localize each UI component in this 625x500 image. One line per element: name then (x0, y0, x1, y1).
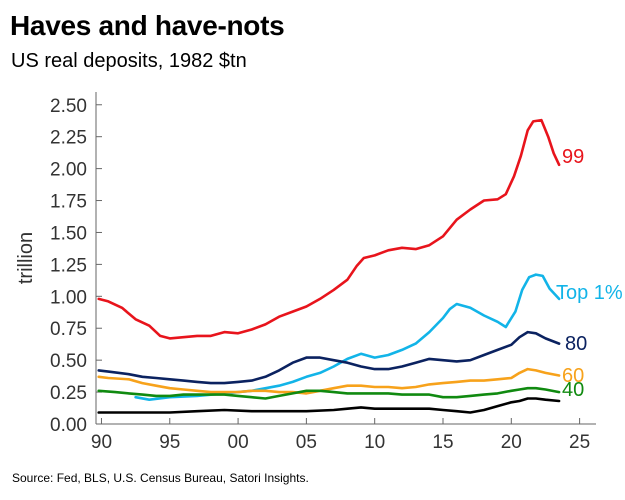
y-tick-label: 0.75 (50, 319, 87, 340)
chart-title: Haves and have-nots (10, 10, 285, 41)
y-tick-label: 0.50 (50, 351, 87, 372)
series-line-80 (97, 330, 561, 385)
x-tick-label: 95 (159, 432, 180, 453)
series-line-bottom-20 (97, 397, 561, 414)
series-line-40 (97, 386, 561, 400)
series-lines (97, 118, 561, 414)
series-line-99 (97, 118, 561, 340)
chart-subtitle: US real deposits, 1982 $tn (11, 50, 247, 72)
x-tick-label: 90 (91, 432, 112, 453)
y-tick-label: 1.75 (50, 192, 87, 213)
series-label-top-1: Top 1% (556, 282, 623, 304)
y-tick-label: 0.00 (50, 415, 87, 436)
y-tick-label: 2.50 (50, 96, 87, 117)
y-axis-label: trillion (15, 232, 37, 284)
y-tick-label: 0.25 (50, 383, 87, 404)
y-tick-label: 1.25 (50, 255, 87, 276)
y-tick-label: 2.25 (50, 128, 87, 149)
x-tick-label: 10 (364, 432, 385, 453)
y-tick-label: 1.00 (50, 287, 87, 308)
series-label-20: 20 (560, 410, 582, 432)
x-tick-label: 25 (569, 432, 590, 453)
series-label-60: 60 (562, 365, 584, 387)
x-tick-label: 05 (296, 432, 317, 453)
series-line-60 (97, 367, 561, 395)
axes: 0.00 0.25 0.50 0.75 1.00 1.25 1.50 1.75 2.00 2.25… (15, 92, 596, 453)
y-tick-label: 2.00 (50, 160, 87, 181)
series-label-80: 80 (565, 333, 587, 355)
x-tick-label: 00 (228, 432, 249, 453)
source-note: Source: Fed, BLS, U.S. Census Bureau, Sa… (12, 471, 309, 485)
x-tick-label: 15 (432, 432, 453, 453)
series-label-40: 40 (562, 379, 584, 401)
x-tick-label: 20 (501, 432, 522, 453)
series-label-99: 99 (562, 146, 584, 168)
y-tick-label: 1.50 (50, 223, 87, 244)
